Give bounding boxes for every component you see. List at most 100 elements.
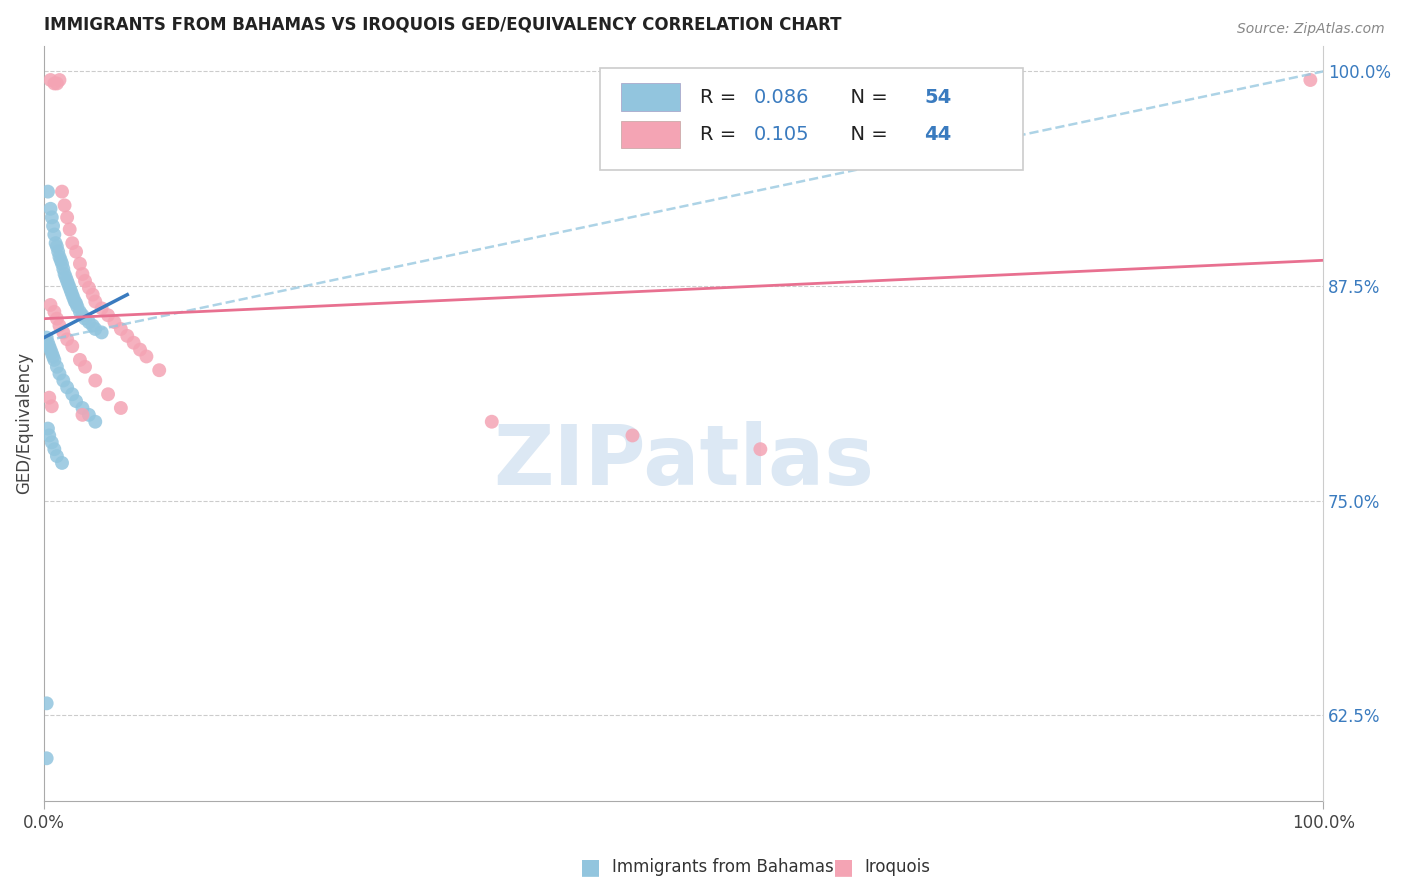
Point (51, 185, 73, 199)
Point (52, 261, 75, 276)
Text: N =: N = (838, 87, 894, 106)
Point (84, 374, 107, 388)
Point (621, 428, 644, 442)
Point (48, 318, 70, 333)
Text: 54: 54 (924, 87, 952, 106)
Point (41, 346, 63, 360)
Point (56, 211, 79, 225)
Point (72, 401, 94, 415)
Point (37, 335, 59, 350)
Point (65, 296, 87, 310)
FancyBboxPatch shape (600, 69, 1022, 170)
Point (84, 322, 107, 336)
Point (103, 315, 125, 329)
Point (1299, 73, 1322, 87)
Point (73, 274, 96, 288)
Point (55, 270, 77, 285)
Point (35, 330, 58, 344)
Point (51, 257, 73, 271)
Point (69, 257, 91, 271)
Text: IMMIGRANTS FROM BAHAMAS VS IROQUOIS GED/EQUIVALENCY CORRELATION CHART: IMMIGRANTS FROM BAHAMAS VS IROQUOIS GED/… (44, 15, 842, 33)
Text: ■: ■ (834, 857, 853, 877)
Point (90, 326, 112, 340)
Point (52, 326, 75, 340)
Point (56, 274, 79, 288)
Point (60, 236, 83, 251)
Point (48, 73, 70, 87)
Point (48, 367, 70, 381)
Point (97, 308, 120, 322)
Point (65, 394, 87, 409)
Point (37, 185, 59, 199)
Point (62, 291, 84, 305)
Point (148, 363, 170, 377)
Point (45, 236, 67, 251)
Point (84, 294, 107, 309)
Point (60, 287, 83, 301)
Point (44, 227, 66, 242)
Point (135, 350, 157, 364)
Point (72, 408, 94, 422)
Point (35, 696, 58, 710)
Point (39, 298, 62, 312)
Point (60, 387, 83, 401)
Point (129, 343, 152, 357)
Point (117, 329, 139, 343)
Point (41, 435, 63, 450)
Point (77, 315, 100, 329)
Text: ZIPatlas: ZIPatlas (494, 421, 875, 501)
Point (49, 253, 72, 268)
Point (58, 277, 80, 292)
Point (35, 751, 58, 765)
Point (41, 399, 63, 413)
Point (97, 387, 120, 401)
Point (45, 449, 67, 463)
Point (69, 352, 91, 367)
Point (77, 408, 100, 422)
Y-axis label: GED/Equivalency: GED/Equivalency (15, 352, 32, 494)
Text: N =: N = (838, 125, 894, 145)
Point (46, 244, 69, 259)
Text: Source: ZipAtlas.com: Source: ZipAtlas.com (1237, 22, 1385, 37)
Point (38, 339, 60, 353)
FancyBboxPatch shape (621, 84, 679, 111)
Point (45, 239, 67, 253)
Point (44, 442, 66, 457)
Text: 0.105: 0.105 (754, 125, 810, 145)
Point (45, 77, 67, 91)
Point (41, 211, 63, 225)
Point (56, 332, 79, 346)
Text: 44: 44 (924, 125, 952, 145)
Point (39, 73, 62, 87)
Text: ■: ■ (581, 857, 600, 877)
Point (48, 250, 70, 264)
Point (63, 294, 86, 309)
Point (73, 311, 96, 326)
Point (82, 318, 104, 333)
Point (59, 281, 82, 295)
Point (56, 380, 79, 394)
Point (73, 359, 96, 374)
Point (37, 421, 59, 435)
Point (65, 244, 87, 259)
Point (53, 198, 76, 212)
Point (39, 202, 62, 216)
Text: 0.086: 0.086 (754, 87, 810, 106)
Point (38, 391, 60, 405)
Point (84, 415, 107, 429)
Point (77, 281, 100, 295)
Text: Immigrants from Bahamas: Immigrants from Bahamas (612, 858, 834, 876)
Text: R =: R = (700, 87, 742, 106)
Point (749, 442, 772, 457)
Point (90, 301, 112, 316)
Point (110, 401, 132, 415)
Point (110, 322, 132, 336)
Point (38, 428, 60, 442)
Point (53, 267, 76, 281)
Point (45, 359, 67, 374)
FancyBboxPatch shape (621, 121, 679, 148)
Point (42, 350, 65, 364)
Text: R =: R = (700, 125, 742, 145)
Point (60, 339, 83, 353)
Point (45, 311, 67, 326)
